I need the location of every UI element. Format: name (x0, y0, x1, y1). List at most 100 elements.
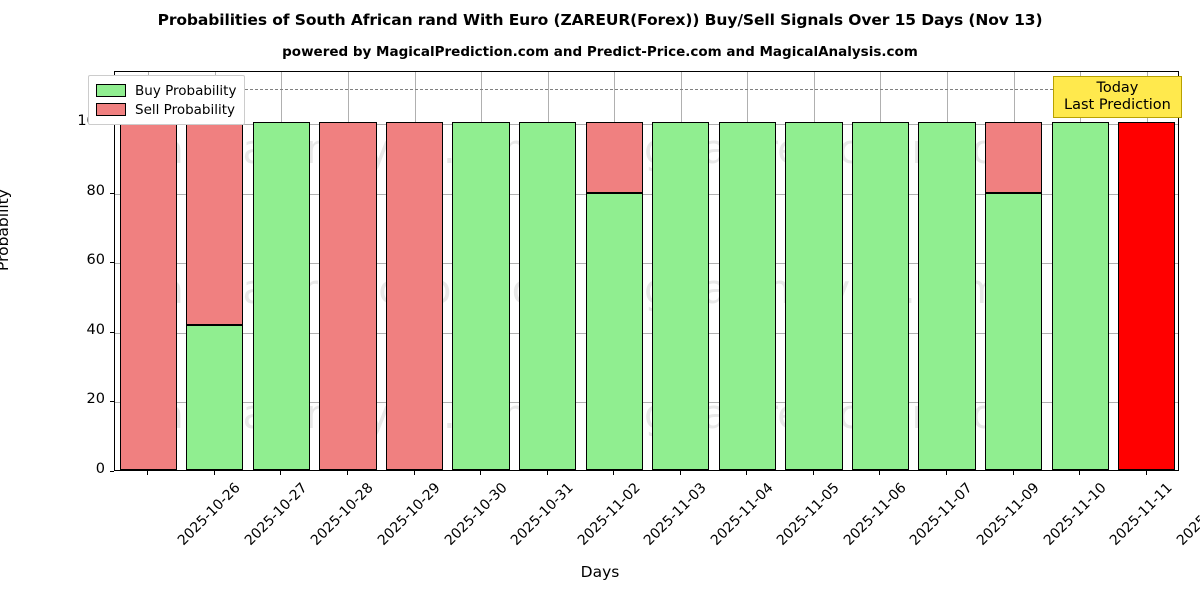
legend-item-sell[interactable]: Sell Probability (96, 100, 236, 119)
today-annotation-line2: Last Prediction (1064, 96, 1171, 113)
y-tick-mark (110, 471, 114, 472)
bar-segment-buy[interactable] (1051, 122, 1109, 470)
legend-label-sell: Sell Probability (135, 101, 236, 118)
y-tick-mark (110, 331, 114, 333)
legend-item-buy[interactable]: Buy Probability (96, 81, 236, 100)
chart-title: Probabilities of South African rand With… (157, 11, 1043, 29)
bar-group[interactable] (585, 72, 643, 470)
x-axis-label: Days (580, 563, 620, 581)
bar-segment-buy[interactable] (585, 193, 643, 470)
bar-group[interactable] (186, 72, 244, 470)
reference-line (115, 89, 1178, 91)
y-axis-label: Probability (0, 189, 12, 271)
x-tick-mark (1079, 471, 1081, 475)
x-tick-label: 2025-11-12 (1173, 480, 1200, 549)
bar-segment-buy[interactable] (851, 122, 910, 470)
plot-clip: MagicalAnalysis.comMagicalPrediction.com… (115, 72, 1178, 470)
bar-group[interactable] (1051, 72, 1109, 470)
bar-group[interactable] (851, 72, 910, 470)
y-tick-label: 20 (86, 391, 105, 408)
x-tick-label: 2025-11-05 (774, 480, 844, 549)
today-annotation: Today Last Prediction (1053, 76, 1182, 119)
bar-segment-buy[interactable] (984, 193, 1043, 470)
bar-segment-buy[interactable] (186, 324, 244, 470)
x-tick-mark (679, 471, 681, 475)
x-tick-label: 2025-10-26 (175, 480, 244, 549)
bar-segment-sell[interactable] (119, 122, 177, 470)
x-tick-label: 2025-10-30 (441, 480, 511, 549)
x-tick-label: 2025-10-31 (507, 480, 577, 549)
x-tick-label: 2025-11-04 (707, 480, 777, 549)
bar-group[interactable] (718, 72, 776, 470)
x-tick-mark (413, 471, 415, 475)
legend-label-buy: Buy Probability (135, 82, 237, 99)
bar-segment-sell[interactable] (319, 122, 377, 470)
chart-legend: Buy Probability Sell Probability (88, 75, 246, 125)
bar-group[interactable] (385, 72, 444, 470)
x-tick-mark (280, 471, 282, 475)
bar-segment-buy[interactable] (252, 122, 311, 470)
bar-group[interactable] (918, 72, 976, 470)
bar-group[interactable] (785, 72, 843, 470)
gridline-horizontal (115, 332, 1178, 334)
gridline-horizontal (115, 124, 1178, 126)
x-tick-mark (346, 471, 348, 475)
x-tick-label: 2025-11-10 (1040, 480, 1110, 549)
x-tick-label: 2025-11-03 (641, 480, 710, 549)
bar-segment-sell[interactable] (984, 122, 1043, 194)
x-tick-label: 2025-11-06 (840, 480, 910, 549)
bar-segment-buy[interactable] (519, 122, 577, 470)
y-tick-label: 40 (86, 321, 105, 338)
gridline-horizontal (115, 193, 1178, 195)
bar-segment-buy[interactable] (452, 122, 510, 470)
x-tick-mark (613, 471, 615, 475)
bar-segment-sell[interactable] (186, 122, 244, 325)
chart-subtitle: powered by MagicalPrediction.com and Pre… (282, 44, 918, 60)
bar-group[interactable] (1118, 72, 1176, 470)
x-tick-label: 2025-11-07 (907, 480, 977, 549)
y-tick-label: 80 (86, 182, 105, 199)
x-tick-label: 2025-11-09 (973, 480, 1043, 549)
bar-segment-sell[interactable] (585, 122, 643, 194)
x-tick-label: 2025-10-28 (308, 480, 378, 549)
x-tick-mark (147, 471, 149, 475)
bar-segment-buy[interactable] (785, 122, 843, 470)
x-tick-mark (1012, 471, 1014, 475)
x-tick-mark (746, 471, 748, 475)
x-tick-label: 2025-11-02 (574, 480, 644, 549)
y-tick-label: 0 (95, 461, 105, 477)
x-tick-label: 2025-10-27 (241, 480, 311, 549)
legend-swatch-sell (96, 103, 126, 116)
today-annotation-line1: Today (1096, 80, 1139, 96)
y-tick-mark (110, 401, 114, 403)
x-tick-mark (1145, 471, 1147, 475)
x-tick-label: 2025-10-29 (374, 480, 444, 549)
bar-group[interactable] (452, 72, 510, 470)
bar-group[interactable] (519, 72, 577, 470)
plot-area: MagicalAnalysis.comMagicalPrediction.com… (114, 71, 1179, 471)
bar-group[interactable] (652, 72, 710, 470)
bar-group[interactable] (119, 72, 177, 470)
y-tick-mark (110, 262, 114, 264)
bar-segment-today[interactable] (1118, 122, 1176, 470)
bar-group[interactable] (319, 72, 377, 470)
x-tick-label: 2025-11-11 (1106, 480, 1176, 549)
x-tick-mark (879, 471, 881, 475)
x-tick-mark (546, 471, 548, 475)
bar-group[interactable] (252, 72, 311, 470)
x-tick-mark (480, 471, 482, 475)
legend-swatch-buy (96, 84, 126, 97)
y-tick-mark (110, 192, 114, 194)
bar-segment-buy[interactable] (718, 122, 776, 470)
x-tick-mark (812, 471, 814, 475)
bar-segment-buy[interactable] (652, 122, 710, 470)
gridline-horizontal (115, 263, 1178, 265)
x-tick-mark (946, 471, 948, 475)
gridline-horizontal (115, 402, 1178, 404)
bar-segment-buy[interactable] (918, 122, 976, 470)
y-tick-label: 60 (86, 252, 105, 269)
bar-segment-sell[interactable] (385, 122, 444, 470)
bar-group[interactable] (984, 72, 1043, 470)
x-tick-mark (213, 471, 215, 475)
